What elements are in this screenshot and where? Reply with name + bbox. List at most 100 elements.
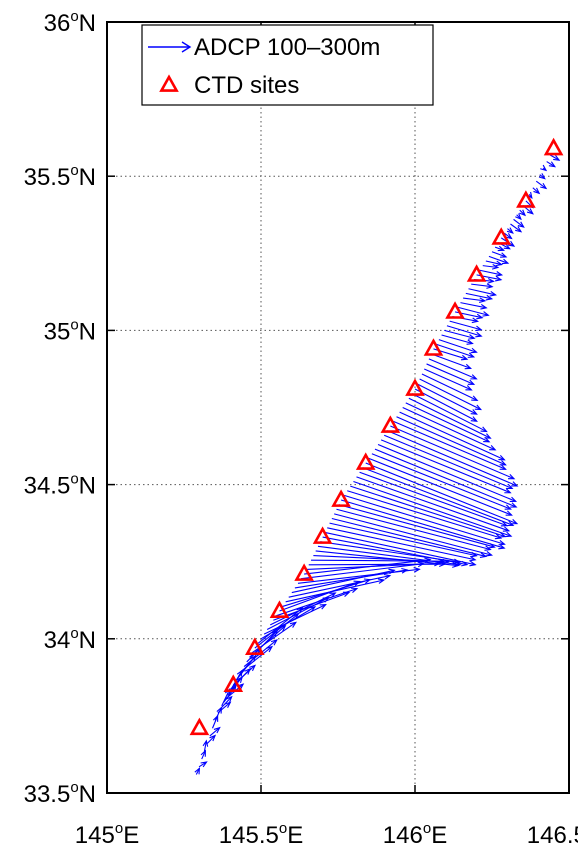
adcp-vector	[444, 329, 475, 339]
x-tick-label: 146.5oE	[527, 820, 578, 849]
ctd-site-marker	[331, 489, 351, 507]
adcp-vector	[485, 260, 502, 266]
adcp-vector	[343, 494, 505, 545]
adcp-vector	[441, 334, 473, 345]
adcp-vector-head	[484, 545, 492, 551]
adcp-vector	[549, 154, 560, 161]
adcp-vector-head	[266, 645, 274, 653]
adcp-vector	[329, 522, 477, 557]
adcp-vector	[457, 306, 489, 316]
adcp-vector-head	[538, 173, 546, 180]
adcp-vector	[471, 283, 493, 288]
y-tick-labels: 33.5oN 34oN 34.5oN 35oN 35.5oN 36oN	[24, 8, 96, 808]
adcp-vector-head	[510, 519, 519, 525]
ctd-site-marker	[423, 338, 444, 356]
adcp-vector-head	[377, 578, 386, 584]
adcp-vector	[503, 232, 512, 239]
adcp-vector-head	[498, 454, 506, 461]
adcp-vector	[426, 363, 475, 385]
adcp-vector	[327, 527, 476, 561]
adcp-vector-head	[501, 258, 510, 265]
adcp-vector-head	[470, 374, 478, 380]
y-tick-label: 35oN	[44, 316, 96, 345]
adcp-vector	[419, 378, 482, 411]
adcp-vector	[254, 613, 299, 649]
adcp-vector-head	[296, 607, 304, 614]
adcp-vector	[479, 269, 502, 276]
adcp-vector-head	[485, 551, 494, 557]
adcp-vector-head	[517, 221, 525, 228]
adcp-vector-head	[350, 587, 359, 593]
adcp-vector-head	[548, 161, 557, 168]
adcp-vector-head	[467, 352, 476, 358]
adcp-vector-head	[515, 226, 523, 233]
adcp-vector-head	[495, 271, 504, 277]
adcp-vector	[428, 358, 477, 380]
adcp-vector-head	[505, 233, 513, 240]
adcp-vector-head	[468, 334, 476, 340]
adcp-vector-head	[504, 504, 512, 510]
ctd-site-marker	[380, 415, 401, 433]
adcp-vector-head	[469, 560, 477, 567]
adcp-vector	[276, 588, 358, 617]
adcp-vector	[241, 646, 273, 672]
adcp-vector-head	[507, 520, 515, 527]
adcp-vector	[468, 288, 496, 296]
adcp-vector-head	[486, 283, 494, 289]
adcp-vector	[313, 554, 449, 563]
ctd-site-marker	[543, 137, 564, 156]
adcp-vector-head	[508, 474, 516, 480]
adcp-vector-head	[526, 208, 534, 215]
adcp-vector	[288, 575, 391, 598]
adcp-vector-head	[491, 264, 500, 270]
adcp-vector	[399, 411, 505, 461]
adcp-vector-head	[540, 182, 548, 190]
adcp-vector-head	[498, 532, 507, 538]
adcp-vector	[510, 223, 522, 233]
adcp-vector	[414, 388, 478, 422]
adcp-vector-head	[460, 354, 469, 361]
x-tick-labels: 145oE 145.5oE 146oE 146.5oE	[75, 820, 578, 849]
adcp-vector-head	[499, 464, 507, 470]
adcp-vector-head	[504, 488, 512, 494]
adcp-vector	[266, 597, 329, 631]
adcp-vector	[317, 545, 461, 566]
ctd-site-marker	[445, 301, 465, 319]
adcp-vector	[365, 462, 518, 525]
adcp-vector-head	[498, 539, 506, 546]
adcp-vector	[285, 579, 384, 603]
y-tick-label: 34oN	[44, 625, 96, 654]
adcp-vector-head	[519, 209, 527, 217]
adcp-vector-head	[270, 639, 278, 646]
adcp-vector	[214, 707, 222, 721]
y-tick-label: 34.5oN	[24, 471, 96, 500]
ctd-site-marker	[405, 378, 425, 396]
adcp-vector	[350, 485, 506, 538]
ctd-site-marker	[491, 227, 512, 245]
tick-marks	[106, 21, 570, 794]
plot-area	[106, 21, 570, 794]
adcp-vector-head	[507, 240, 516, 247]
adcp-vector-head	[505, 510, 513, 516]
adcp-vector	[198, 761, 207, 768]
adcp-vector	[463, 297, 486, 302]
ctd-sites	[189, 137, 564, 736]
adcp-vector	[362, 467, 514, 526]
x-tick-label: 145.5oE	[219, 820, 303, 849]
adcp-vector-head	[495, 275, 503, 282]
ctd-site-marker	[516, 190, 536, 208]
adcp-vector	[446, 325, 482, 337]
adcp-vector-head	[471, 317, 480, 324]
adcp-vector	[488, 255, 509, 264]
adcp-vector	[424, 368, 472, 391]
adcp-vector	[546, 161, 556, 168]
adcp-vector-head	[489, 445, 497, 451]
adcp-vector	[396, 416, 506, 466]
adcp-vector-head	[500, 521, 509, 527]
adcp-vector-head	[200, 761, 208, 768]
adcp-vector-head	[497, 245, 506, 252]
adcp-vector-head	[467, 379, 476, 385]
axes-box	[106, 21, 570, 794]
adcp-vector-head	[480, 303, 488, 310]
adcp-vector	[340, 499, 505, 549]
